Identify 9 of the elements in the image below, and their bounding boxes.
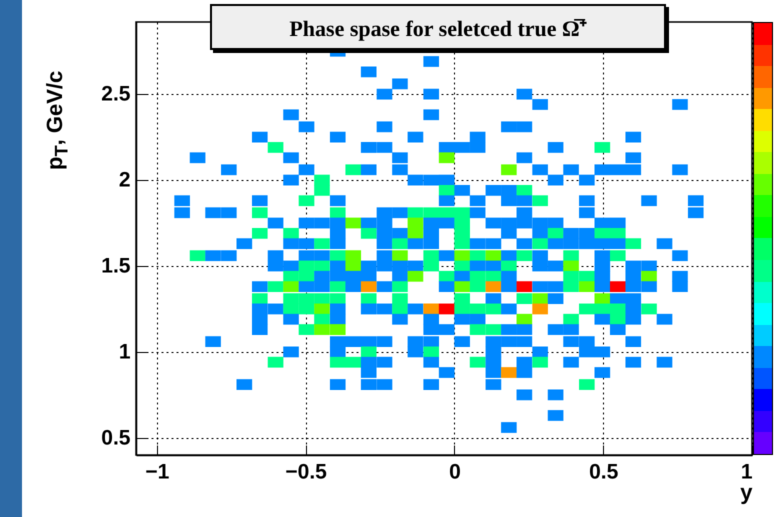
y-tick-label: 1.5 [101, 254, 131, 278]
y-tick-label: 1 [118, 340, 131, 364]
x-tick-label: −1 [145, 460, 170, 484]
y-tick-label: 0.5 [101, 426, 131, 450]
x-tick-label: 0 [449, 460, 461, 484]
y-tick-label: 2.5 [101, 82, 131, 106]
x-tick-label: 0.5 [589, 460, 619, 484]
x-tick-label: −0.5 [285, 460, 328, 484]
y-tick-label: 2 [118, 168, 130, 192]
